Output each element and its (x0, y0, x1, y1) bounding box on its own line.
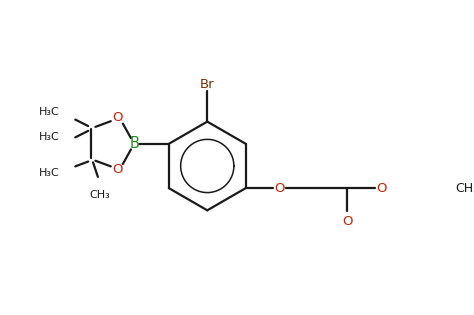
Text: O: O (342, 215, 353, 228)
Text: H₃C: H₃C (38, 106, 59, 117)
Text: O: O (112, 163, 122, 176)
Text: O: O (112, 112, 122, 124)
Text: CH₃: CH₃ (89, 190, 110, 200)
Text: B: B (130, 136, 140, 151)
Text: CH₃: CH₃ (456, 182, 474, 195)
Text: O: O (274, 182, 285, 195)
Text: Br: Br (200, 78, 215, 91)
Text: O: O (376, 182, 386, 195)
Text: H₃C: H₃C (38, 132, 59, 142)
Text: H₃C: H₃C (38, 168, 59, 178)
